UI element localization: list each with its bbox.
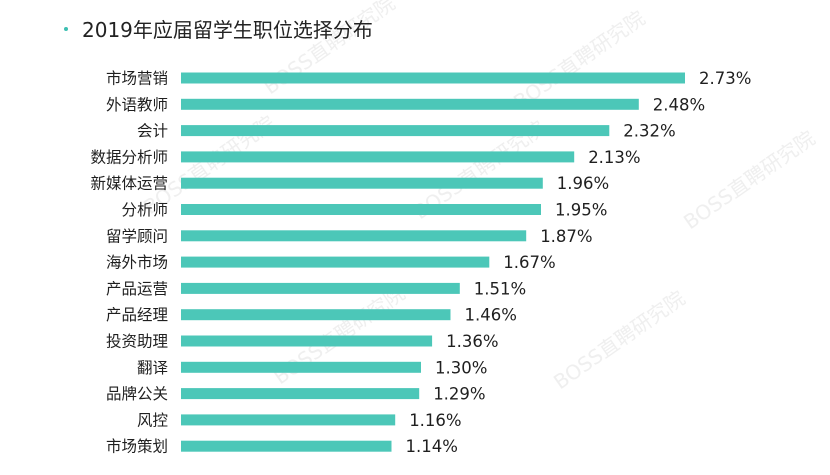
category-label: 海外市场 [106,254,168,272]
bar [181,309,451,321]
category-label: 数据分析师 [90,148,168,166]
value-label: 1.95% [555,201,607,220]
value-label: 1.16% [409,411,461,430]
category-label: 市场营销 [106,70,168,88]
category-label: 产品经理 [106,306,168,324]
bar [181,230,527,242]
watermark-text: BOSS直聘研究院 [509,6,649,114]
value-label: 2.73% [699,69,751,88]
category-label: 会计 [137,122,168,140]
bar [181,256,490,268]
value-label: 1.51% [474,279,526,298]
value-label: 2.32% [623,122,675,141]
value-labels-group: 2.73% 2.48% 2.32% 2.13% 1.96% 1.95% 1.87% 1.67%… [406,69,752,456]
category-label: 投资助理 [106,333,168,351]
bar [181,151,575,163]
watermark-text: BOSS直聘研究院 [549,286,689,394]
bar [181,440,392,452]
bar [181,204,541,215]
bar [181,177,543,189]
value-label: 1.30% [435,358,487,377]
bar [181,414,396,426]
category-label: 风控 [137,411,168,429]
title-bullet-icon [64,27,68,31]
bar [181,388,420,400]
value-label: 1.46% [465,306,517,325]
bar [181,98,639,110]
category-label: 留学顾问 [106,227,168,245]
category-label: 市场策划 [106,438,168,456]
value-label: 1.36% [446,332,498,351]
bar [181,282,460,294]
bar [181,335,433,347]
bars-group [181,72,685,452]
category-label: 分析师 [121,201,168,219]
value-label: 1.14% [406,437,458,456]
chart-title: 2019年应届留学生职位选择分布 [82,18,373,42]
watermark-text: BOSS直聘研究院 [259,0,399,99]
value-label: 1.29% [433,385,485,404]
value-label: 1.87% [540,227,592,246]
value-label: 1.67% [503,253,555,272]
value-label: 2.48% [653,95,705,114]
category-label: 外语教师 [106,96,168,114]
value-label: 2.13% [588,148,640,167]
category-label: 品牌公关 [106,385,168,403]
watermark-text: BOSS直聘研究院 [679,126,819,234]
value-label: 1.96% [557,174,609,193]
bar [181,361,421,373]
category-label: 翻译 [137,359,169,377]
category-label: 新媒体运营 [90,175,168,193]
category-labels-group: 市场营销外语教师会计数据分析师新媒体运营分析师留学顾问海外市场产品运营产品经理投… [90,70,168,456]
watermark-text: BOSS直聘研究院 [269,281,409,389]
category-label: 产品运营 [106,280,168,298]
bar [181,125,610,137]
bar [181,72,685,84]
